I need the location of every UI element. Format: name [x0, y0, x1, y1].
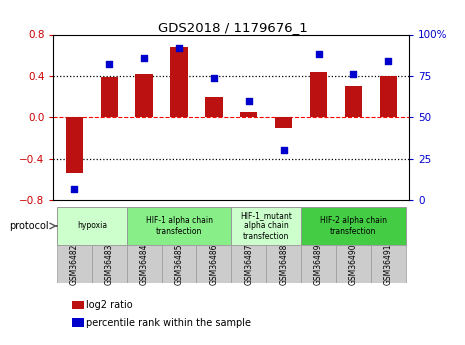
Bar	[240, 112, 258, 117]
Text: log2 ratio: log2 ratio	[86, 300, 133, 310]
Text: HIF-2 alpha chain
transfection: HIF-2 alpha chain transfection	[320, 216, 387, 236]
Bar	[232, 207, 301, 245]
Point	[210, 75, 218, 80]
Bar	[232, 245, 266, 283]
Bar	[345, 86, 362, 117]
Point	[350, 71, 357, 77]
Text: GSM36488: GSM36488	[279, 243, 288, 285]
Bar	[57, 245, 92, 283]
Bar	[301, 207, 405, 245]
Bar	[135, 74, 153, 117]
Bar	[336, 245, 371, 283]
Bar	[126, 245, 162, 283]
Bar	[57, 207, 126, 245]
Point	[245, 98, 252, 104]
Text: percentile rank within the sample: percentile rank within the sample	[86, 318, 251, 327]
Bar	[100, 77, 118, 117]
Text: HIF-1_mutant
alpha chain
transfection: HIF-1_mutant alpha chain transfection	[240, 211, 292, 241]
Bar	[301, 245, 336, 283]
Text: GSM36491: GSM36491	[384, 243, 393, 285]
Text: GSM36482: GSM36482	[70, 243, 79, 285]
Text: hypoxia: hypoxia	[77, 221, 107, 230]
Bar	[275, 117, 292, 128]
Bar	[92, 245, 126, 283]
Text: GSM36489: GSM36489	[314, 243, 323, 285]
Bar	[66, 117, 83, 173]
Bar	[126, 207, 232, 245]
Text: GSM36487: GSM36487	[244, 243, 253, 285]
Bar	[371, 245, 405, 283]
Point	[280, 148, 287, 153]
Text: HIF-1 alpha chain
transfection: HIF-1 alpha chain transfection	[146, 216, 213, 236]
Bar	[205, 97, 223, 117]
Point	[385, 58, 392, 64]
Point	[106, 61, 113, 67]
Bar	[196, 245, 232, 283]
Bar	[266, 245, 301, 283]
Text: GSM36490: GSM36490	[349, 243, 358, 285]
Text: GSM36483: GSM36483	[105, 243, 114, 285]
Bar	[379, 76, 397, 117]
Bar	[162, 245, 196, 283]
Point	[175, 45, 183, 50]
Text: GSM36484: GSM36484	[140, 243, 149, 285]
Text: GDS2018 / 1179676_1: GDS2018 / 1179676_1	[158, 21, 307, 34]
Bar	[310, 72, 327, 117]
Text: protocol: protocol	[9, 221, 49, 231]
Text: GSM36486: GSM36486	[209, 243, 219, 285]
Point	[140, 55, 148, 60]
Point	[315, 52, 322, 57]
Bar	[170, 47, 188, 117]
Point	[71, 186, 78, 191]
Text: GSM36485: GSM36485	[174, 243, 184, 285]
